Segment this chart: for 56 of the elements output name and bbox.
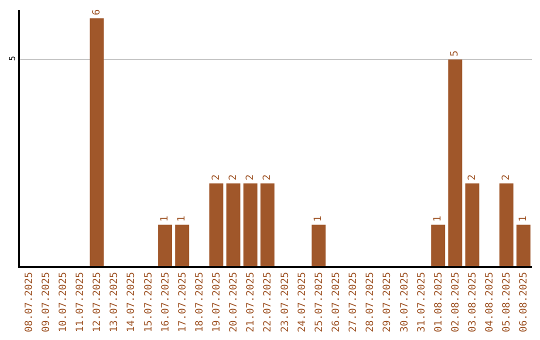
x-tick-label: 16.07.2025 xyxy=(160,272,172,332)
bar xyxy=(516,224,530,266)
x-tick-label: 15.07.2025 xyxy=(143,272,154,332)
x-tick-label: 24.07.2025 xyxy=(296,272,308,332)
x-tick-label: 01.08.2025 xyxy=(433,272,444,332)
bar xyxy=(260,183,274,266)
bar xyxy=(90,18,104,266)
x-tick-label: 19.07.2025 xyxy=(212,272,223,332)
x-tick-label: 14.07.2025 xyxy=(126,272,138,332)
bar xyxy=(226,183,240,266)
x-tick-label: 22.07.2025 xyxy=(262,272,274,332)
x-tick-label: 31.07.2025 xyxy=(416,272,428,332)
x-tick-label: 17.07.2025 xyxy=(177,272,188,332)
x-tick-label: 23.07.2025 xyxy=(280,272,291,332)
x-tick-label: 06.08.2025 xyxy=(518,272,530,332)
data-label: 6 xyxy=(91,9,102,16)
bar xyxy=(499,183,514,266)
x-tick-label: 09.07.2025 xyxy=(40,272,52,332)
data-label: 2 xyxy=(262,174,273,180)
data-label: 1 xyxy=(176,216,188,222)
x-tick-label: 30.07.2025 xyxy=(399,272,410,332)
x-tick-label: 18.07.2025 xyxy=(194,272,206,332)
x-tick-label: 27.07.2025 xyxy=(348,272,360,332)
bar xyxy=(465,183,480,266)
x-tick-label: 02.08.2025 xyxy=(450,272,462,332)
x-tick-label: 13.07.2025 xyxy=(109,272,120,332)
data-label: 2 xyxy=(210,174,222,180)
x-tick-label: 04.08.2025 xyxy=(484,272,496,332)
x-tick-label: 29.07.2025 xyxy=(382,272,394,332)
bar xyxy=(312,224,326,266)
data-label: 5 xyxy=(450,50,461,57)
x-tick-label: 12.07.2025 xyxy=(92,272,104,332)
bar xyxy=(448,60,462,266)
x-tick-label: 21.07.2025 xyxy=(246,272,257,332)
data-label: 2 xyxy=(244,174,256,180)
data-label: 2 xyxy=(466,174,478,180)
x-tick-label: 20.07.2025 xyxy=(228,272,240,332)
data-label: 1 xyxy=(432,216,444,222)
x-tick-label: 10.07.2025 xyxy=(58,272,69,332)
bar xyxy=(209,183,224,266)
bar xyxy=(431,224,446,266)
bar xyxy=(158,224,172,266)
x-tick-label: 25.07.2025 xyxy=(314,272,325,332)
x-tick-label: 11.07.2025 xyxy=(74,272,86,332)
x-tick-label: 26.07.2025 xyxy=(330,272,342,332)
x-tick-label: 05.08.2025 xyxy=(502,272,513,332)
data-label: 1 xyxy=(160,216,171,222)
data-label: 2 xyxy=(228,174,239,180)
x-tick-label: 08.07.2025 xyxy=(24,272,35,332)
data-label: 1 xyxy=(518,216,529,222)
data-label: 2 xyxy=(500,174,512,180)
bar xyxy=(243,183,258,266)
x-tick-label: 28.07.2025 xyxy=(365,272,376,332)
x-tick-label: 03.08.2025 xyxy=(468,272,479,332)
data-label: 1 xyxy=(313,216,324,222)
bar xyxy=(175,224,190,266)
